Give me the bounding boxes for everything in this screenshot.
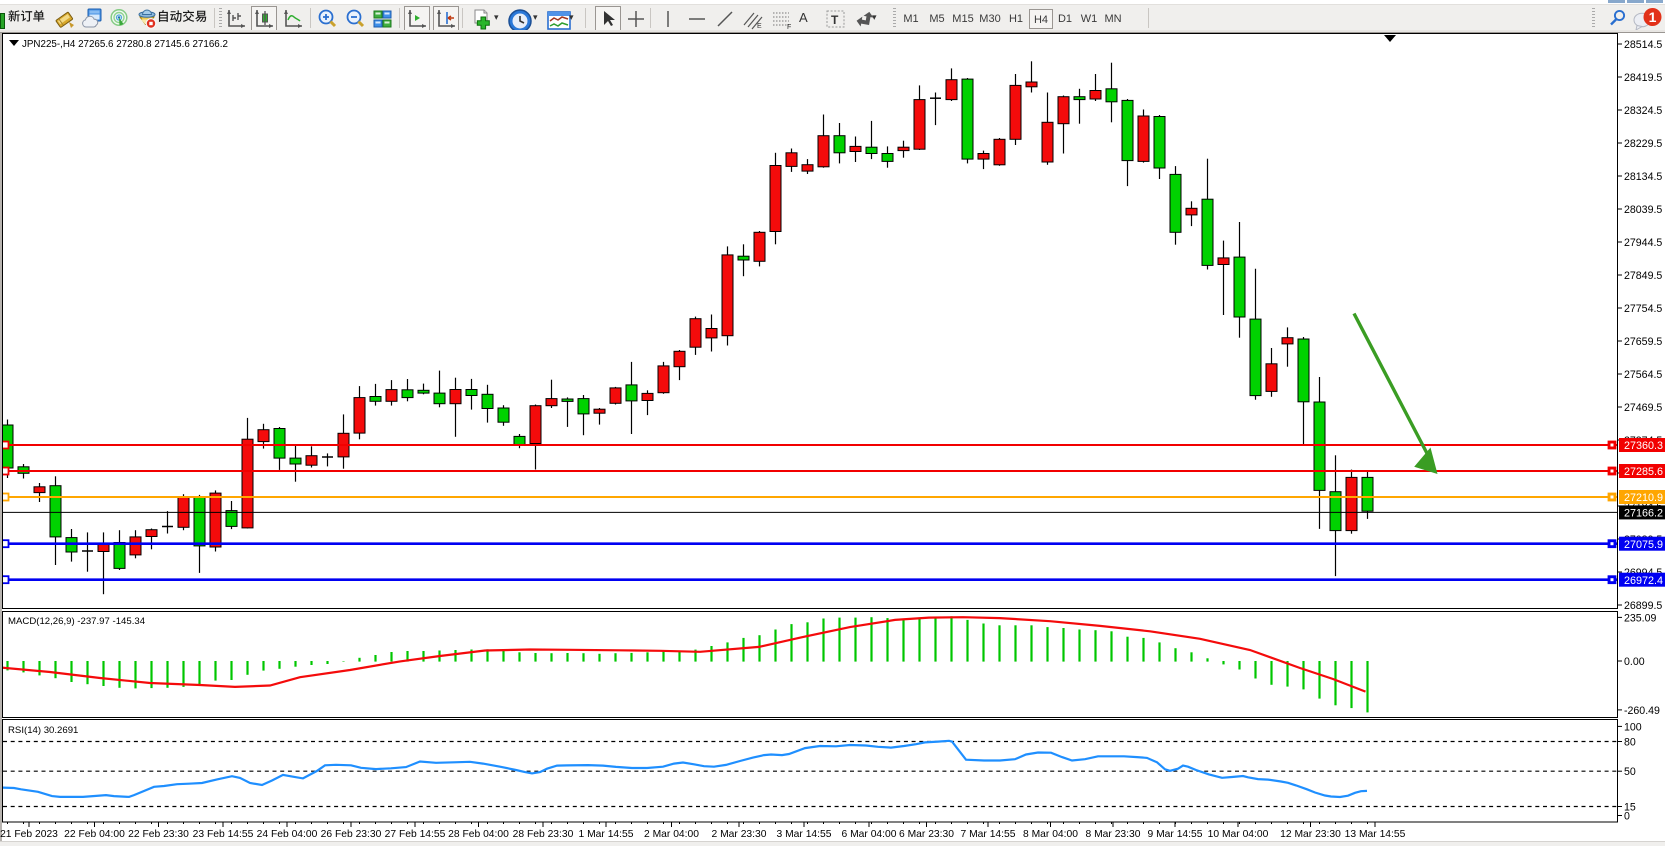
svg-text:6 Mar 04:00: 6 Mar 04:00 <box>842 829 897 840</box>
svg-text:27360.3: 27360.3 <box>1624 440 1663 452</box>
svg-text:26 Feb 23:30: 26 Feb 23:30 <box>321 829 382 840</box>
svg-text:8 Mar 04:00: 8 Mar 04:00 <box>1023 829 1078 840</box>
svg-text:50: 50 <box>1624 766 1636 778</box>
svg-text:24 Feb 04:00: 24 Feb 04:00 <box>257 829 318 840</box>
svg-text:27285.6: 27285.6 <box>1624 466 1663 478</box>
svg-text:9 Mar 14:55: 9 Mar 14:55 <box>1148 829 1203 840</box>
svg-text:6 Mar 23:30: 6 Mar 23:30 <box>899 829 954 840</box>
svg-text:27754.5: 27754.5 <box>1624 303 1662 315</box>
svg-text:RSI(14) 30.2691: RSI(14) 30.2691 <box>8 725 78 736</box>
svg-text:-260.49: -260.49 <box>1624 705 1660 717</box>
svg-text:27944.5: 27944.5 <box>1624 237 1662 249</box>
svg-text:100: 100 <box>1624 721 1642 733</box>
svg-text:2 Mar 23:30: 2 Mar 23:30 <box>712 829 767 840</box>
svg-text:2 Mar 04:00: 2 Mar 04:00 <box>644 829 699 840</box>
svg-text:27 Feb 14:55: 27 Feb 14:55 <box>385 829 446 840</box>
svg-text:27849.5: 27849.5 <box>1624 270 1662 282</box>
svg-text:23 Feb 14:55: 23 Feb 14:55 <box>193 829 254 840</box>
svg-text:1 Mar 14:55: 1 Mar 14:55 <box>579 829 634 840</box>
svg-text:F: F <box>787 24 791 31</box>
svg-text:28419.5: 28419.5 <box>1624 72 1662 84</box>
svg-text:T: T <box>831 13 839 27</box>
svg-text:22 Feb 04:00: 22 Feb 04:00 <box>64 829 125 840</box>
svg-text:E: E <box>757 23 762 30</box>
svg-text:28 Feb 23:30: 28 Feb 23:30 <box>513 829 574 840</box>
svg-text:JPN225-,H4 27265.6 27280.8 27: JPN225-,H4 27265.6 27280.8 27145.6 27166… <box>22 39 228 50</box>
svg-text:15: 15 <box>1624 802 1636 814</box>
svg-text:3 Mar 14:55: 3 Mar 14:55 <box>777 829 832 840</box>
svg-text:28229.5: 28229.5 <box>1624 138 1662 150</box>
svg-text:8 Mar 23:30: 8 Mar 23:30 <box>1086 829 1141 840</box>
svg-text:21 Feb 2023: 21 Feb 2023 <box>0 829 58 840</box>
svg-text:28514.5: 28514.5 <box>1624 39 1662 51</box>
svg-text:26972.4: 26972.4 <box>1624 575 1663 587</box>
svg-text:27210.9: 27210.9 <box>1624 492 1663 504</box>
svg-text:0.00: 0.00 <box>1624 656 1645 668</box>
svg-text:7 Mar 14:55: 7 Mar 14:55 <box>961 829 1016 840</box>
svg-text:80: 80 <box>1624 737 1636 749</box>
svg-text:27075.9: 27075.9 <box>1624 539 1663 551</box>
svg-text:28039.5: 28039.5 <box>1624 204 1662 216</box>
svg-text:12 Mar 23:30: 12 Mar 23:30 <box>1280 829 1341 840</box>
svg-text:1: 1 <box>1649 9 1657 25</box>
svg-text:MACD(12,26,9) -237.97 -145.34: MACD(12,26,9) -237.97 -145.34 <box>8 616 146 627</box>
svg-text:26899.5: 26899.5 <box>1624 600 1662 612</box>
svg-text:27469.5: 27469.5 <box>1624 402 1662 414</box>
svg-text:27659.5: 27659.5 <box>1624 336 1662 348</box>
svg-text:22 Feb 23:30: 22 Feb 23:30 <box>128 829 189 840</box>
svg-text:13 Mar 14:55: 13 Mar 14:55 <box>1345 829 1406 840</box>
svg-text:28134.5: 28134.5 <box>1624 171 1662 183</box>
svg-text:235.09: 235.09 <box>1624 612 1657 624</box>
svg-text:28324.5: 28324.5 <box>1624 105 1662 117</box>
svg-text:27166.2: 27166.2 <box>1624 508 1663 520</box>
svg-text:10 Mar 04:00: 10 Mar 04:00 <box>1208 829 1269 840</box>
svg-text:0: 0 <box>1624 811 1630 823</box>
svg-text:28 Feb 04:00: 28 Feb 04:00 <box>448 829 509 840</box>
svg-text:27564.5: 27564.5 <box>1624 369 1662 381</box>
